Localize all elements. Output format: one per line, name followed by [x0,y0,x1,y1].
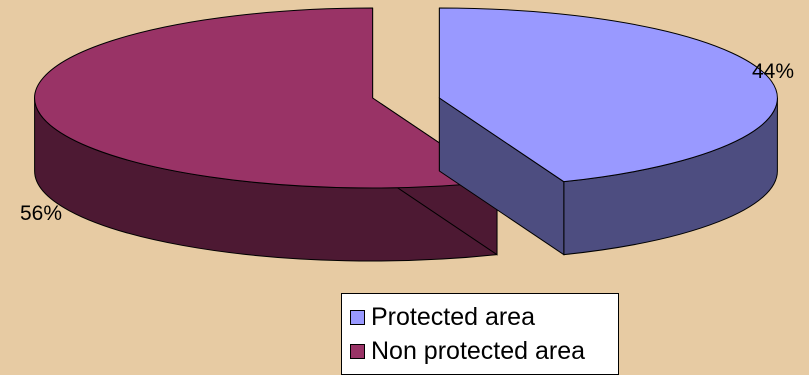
data-label-non-protected: 56% [20,202,62,225]
data-label-protected: 44% [752,60,794,83]
slice-top-protected [438,7,778,183]
pie-slice-non-protected [34,7,499,262]
legend-swatch-non-protected [350,343,365,359]
chart-legend: Protected area Non protected area [341,293,619,375]
legend-label-non-protected: Non protected area [371,337,586,365]
legend-item-protected: Protected area [350,300,618,334]
slice-top-non-protected [34,7,499,189]
pie-slice-protected [438,7,778,256]
legend-item-non-protected: Non protected area [350,334,618,368]
legend-swatch-protected [350,309,365,325]
legend-label-protected: Protected area [371,303,535,331]
